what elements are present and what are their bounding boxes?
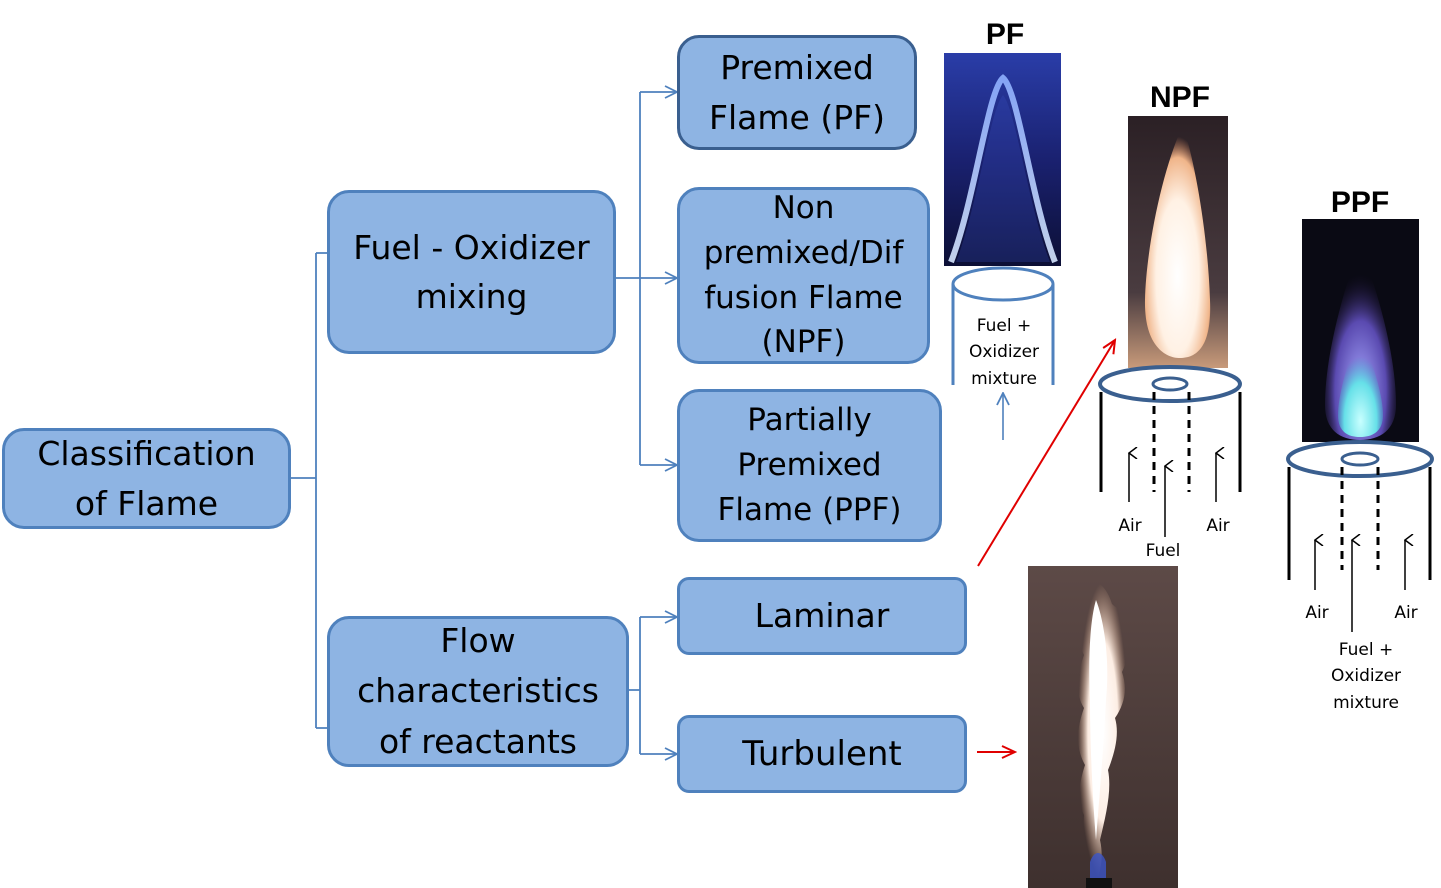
pf-inlet-label: Fuel + Oxidizer mixture [968, 316, 1040, 389]
npf-air-right-label: Air [1206, 516, 1230, 536]
ppf-inner-nozzle [1340, 451, 1380, 467]
root-label: Classification of Flame [37, 434, 256, 523]
npf-fuel-label: Fuel [1145, 541, 1181, 561]
branch-label-mixing: Fuel - Oxidizer mixing [353, 227, 590, 317]
npf-title: NPF [1150, 81, 1210, 114]
pf-title: PF [985, 18, 1025, 51]
root-box: Classification of Flame [2, 428, 291, 529]
ppf-air-right-label: Air [1394, 603, 1418, 623]
npf-flame-shape [1144, 125, 1211, 358]
npf-fuel-nozzle [1151, 376, 1189, 392]
turbulent-flame-photo [1028, 566, 1178, 888]
ppf-title: PPF [1330, 186, 1390, 219]
npf-air-left-label: Air [1118, 516, 1142, 536]
flow-to-laminar-arrow [628, 617, 677, 754]
pf-illustration [944, 53, 1061, 440]
leaf-label-pf: Premixed Flame (PF) [709, 48, 885, 137]
branch-box-mixing: Fuel - Oxidizer mixing [327, 190, 616, 354]
leaf-label-ppf: Partially Premixed Flame (PPF) [717, 402, 902, 528]
branch-label-flow: Flow characteristics of reactants [357, 621, 599, 761]
pf-flame-cone [948, 74, 1058, 264]
ppf-illustration [1286, 219, 1434, 632]
branch-box-flow: Flow characteristics of reactants [327, 616, 629, 767]
leaf-box-turbulent: Turbulent [677, 715, 967, 793]
leaf-box-pf: Premixed Flame (PF) [677, 35, 917, 150]
leaf-box-laminar: Laminar [677, 577, 967, 655]
leaf-label-laminar: Laminar [754, 596, 890, 636]
ppf-inner-cone [1338, 330, 1383, 437]
leaf-box-ppf: Partially Premixed Flame (PPF) [677, 389, 942, 542]
laminar-to-npf-red-arrow [977, 340, 1115, 567]
leaf-label-npf: Non premixed/Dif fusion Flame (NPF) [703, 189, 904, 361]
pf-burner-rim [951, 266, 1055, 302]
leaf-box-npf: Non premixed/Dif fusion Flame (NPF) [677, 187, 930, 364]
leaf-label-turbulent: Turbulent [742, 733, 902, 774]
npf-illustration [1098, 116, 1242, 537]
tree-connectors [290, 92, 677, 754]
root-to-branches-connector [290, 252, 327, 729]
ppf-inlet-label: Fuel + Oxidizer mixture [1330, 640, 1402, 713]
ppf-air-left-label: Air [1305, 603, 1329, 623]
